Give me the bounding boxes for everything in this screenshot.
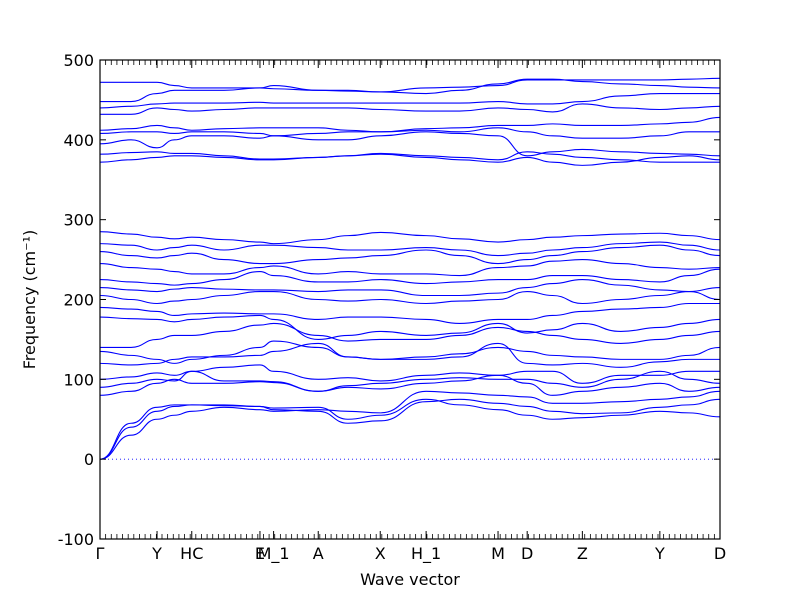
y-tick-label: 500 [63, 51, 94, 70]
phonon-band-3 [99, 390, 721, 460]
phonon-band-24 [99, 103, 721, 115]
y-tick-label: 400 [63, 131, 94, 150]
x-axis: Γ Y HC EM_1 A X H_1 M D Z Y D [96, 60, 726, 564]
phonon-band-27 [100, 78, 721, 95]
x-axis-label: Wave vector [360, 570, 460, 589]
x-tick-label: M_1 [258, 544, 290, 564]
phonon-band-8 [99, 340, 721, 364]
phonon-band-25 [99, 92, 720, 109]
phonon-band-18 [99, 231, 721, 245]
x-tick-label: X [375, 544, 386, 563]
phonon-band-7 [99, 342, 720, 368]
y-tick-label: 200 [63, 291, 94, 310]
phonon-band-20 [99, 151, 720, 163]
x-tick-label: H_1 [411, 544, 441, 564]
phonon-band-19 [99, 153, 721, 166]
phonon-band-6 [99, 364, 720, 384]
phonon-band-16 [99, 244, 721, 265]
x-tick-label: E [255, 544, 265, 563]
y-axis: -100 0 100 200 300 400 500 [58, 51, 720, 549]
phonon-band-26 [99, 77, 721, 103]
phonon-band-9 [100, 322, 721, 348]
phonon-band-17 [99, 241, 721, 257]
plot-area [99, 77, 721, 460]
x-tick-label: Γ [96, 544, 105, 563]
y-axis-label: Frequency (cm⁻¹) [20, 230, 39, 369]
phonon-band-4 [99, 374, 721, 396]
x-tick-label: A [313, 544, 324, 563]
phonon-band-14 [99, 268, 721, 286]
phonon-band-12 [99, 290, 721, 305]
x-tick-label: Y [654, 544, 665, 563]
y-tick-label: 0 [84, 450, 94, 469]
x-tick-label: D [714, 544, 726, 563]
y-tick-label: -100 [58, 530, 94, 549]
phonon-band-1 [99, 398, 721, 460]
y-tick-label: 100 [63, 370, 94, 389]
phonon-band-5 [99, 370, 721, 392]
phonon-band-23 [99, 116, 721, 133]
phonon-band-10 [99, 314, 721, 340]
x-tick-label: M [491, 544, 505, 563]
x-tick-label: Z [577, 544, 588, 563]
y-tick-label: 300 [63, 211, 94, 230]
phonon-band-11 [99, 302, 720, 325]
x-tick-label: HC [180, 544, 203, 563]
phonon-band-2 [99, 398, 721, 460]
x-tick-label: Y [151, 544, 162, 563]
phonon-band-21 [99, 131, 721, 157]
phonon-band-15 [99, 259, 721, 277]
x-tick-label: D [521, 544, 533, 563]
phonon-band-13 [99, 278, 721, 297]
